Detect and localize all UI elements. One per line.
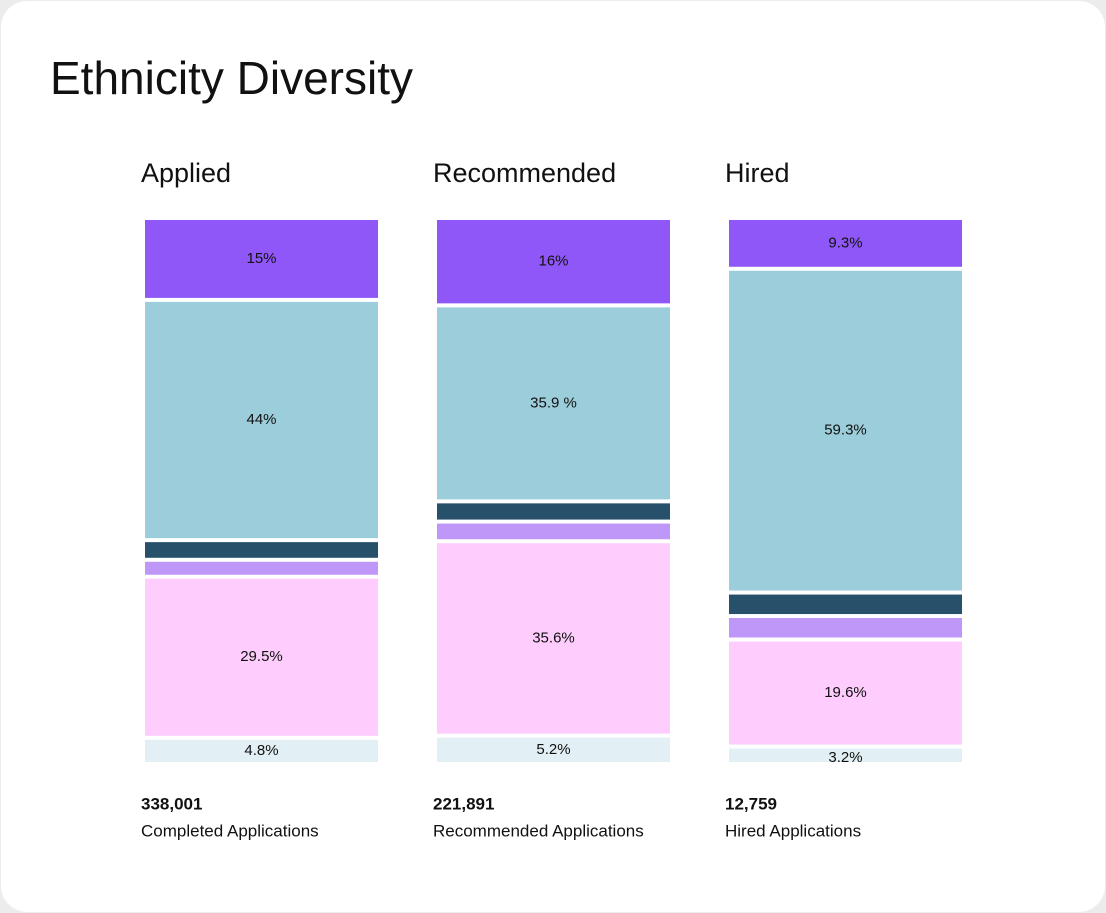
bar-segment [729,748,962,762]
bar-segment [729,594,962,615]
total-value: 338,001 [141,794,202,813]
bar-segment [437,307,670,500]
bar-segment [145,578,378,736]
total-caption: Hired Applications [725,821,861,840]
value-label: 4.8% [244,742,278,759]
value-label: 16% [538,253,568,270]
bar-segment [145,220,378,298]
value-label: 3.2% [828,749,862,766]
total-value: 221,891 [433,794,494,813]
bar-segment [145,301,378,539]
bar-segment [437,543,670,734]
value-label: 19.6% [824,684,867,701]
bar-segment [437,737,670,762]
value-label: 35.6% [532,629,575,646]
bar-segment [145,561,378,575]
value-label: 15% [246,250,276,267]
total-caption: Completed Applications [141,821,319,840]
value-label: 59.3% [824,422,867,439]
bar-segment [437,220,670,304]
value-label: 29.5% [240,648,283,665]
bar-segment [437,503,670,520]
bar-segment [729,618,962,638]
bar-segment [729,220,962,267]
category-label: Recommended [433,158,616,188]
value-label: 9.3% [828,234,862,251]
bar-segment [145,739,378,762]
category-label: Applied [141,158,231,188]
value-label: 5.2% [536,741,570,758]
category-label: Hired [725,158,790,188]
chart-title: Ethnicity Diversity [50,52,413,104]
bar-segment [437,523,670,540]
total-caption: Recommended Applications [433,821,644,840]
bar-segment [145,542,378,558]
bar-segment [729,270,962,591]
total-value: 12,759 [725,794,777,813]
value-label: 35.9 % [530,394,577,411]
bar-segment [729,641,962,745]
value-label: 44% [246,411,276,428]
